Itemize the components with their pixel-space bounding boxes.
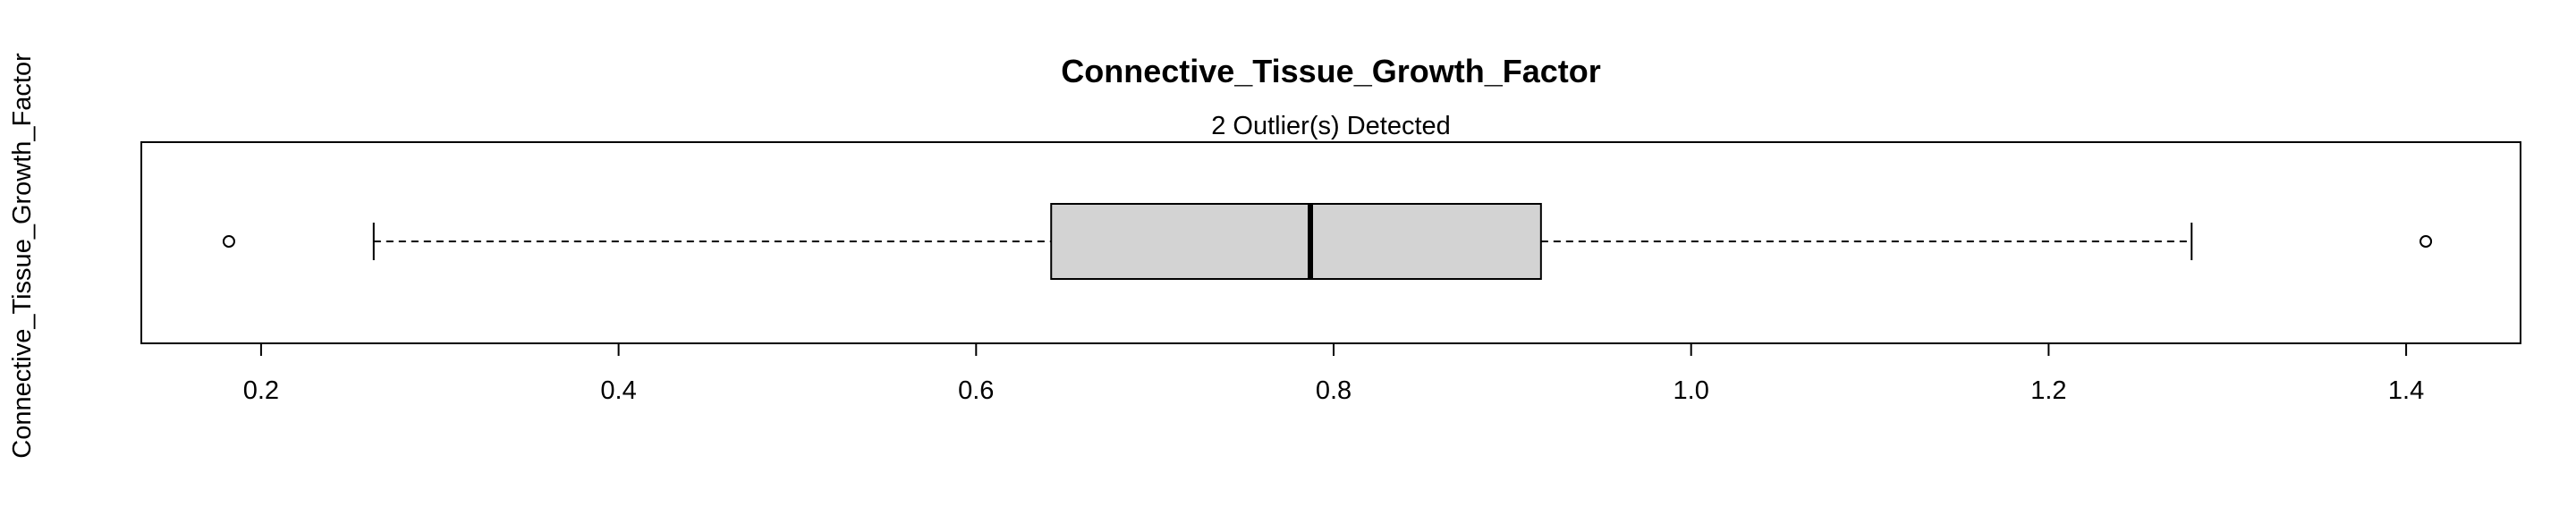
x-tick-label: 0.8 <box>1316 376 1352 405</box>
x-tick-label: 1.0 <box>1674 376 1709 405</box>
chart-marks <box>222 203 2433 280</box>
x-tick-label: 1.4 <box>2388 376 2424 405</box>
chart-title: Connective_Tissue_Growth_Factor <box>1061 53 1601 89</box>
x-tick-label: 1.2 <box>2030 376 2066 405</box>
x-axis: 0.2 0.4 0.6 0.8 1.0 1.2 1.4 <box>243 342 2424 405</box>
outlier-point-2 <box>2419 235 2433 248</box>
x-tick-label: 0.4 <box>600 376 636 405</box>
outlier-point-1 <box>222 235 235 248</box>
x-tick-label: 0.2 <box>243 376 279 405</box>
x-tick-label: 0.6 <box>958 376 994 405</box>
chart-subtitle: 2 Outlier(s) Detected <box>1211 112 1451 140</box>
y-axis-label: Connective_Tissue_Growth_Factor <box>8 53 37 459</box>
iqr-box <box>1050 203 1542 280</box>
